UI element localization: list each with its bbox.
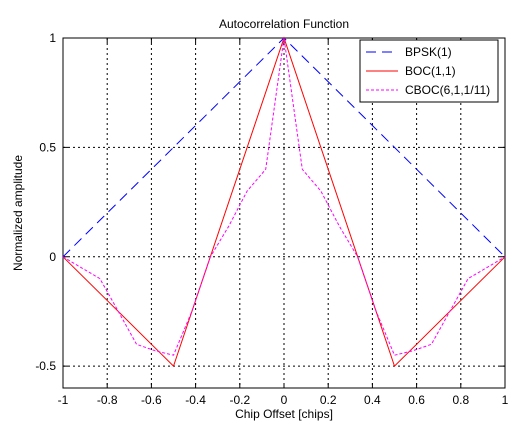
x-tick-label: 1 <box>502 393 509 407</box>
legend-label-bpsk-1: BPSK(1) <box>405 45 452 59</box>
x-tick-label: -0.6 <box>141 393 162 407</box>
series-line-boc-1-1 <box>62 36 506 368</box>
y-tick-label: -0.5 <box>35 359 56 373</box>
grid <box>63 38 505 388</box>
y-tick-label: 0 <box>49 250 56 264</box>
x-tick-label: -0.8 <box>97 393 118 407</box>
chart-title: Autocorrelation Function <box>219 17 349 31</box>
y-tick-label: 0.5 <box>39 140 56 154</box>
x-tick-label: 0.4 <box>364 393 381 407</box>
x-axis-label: Chip Offset [chips] <box>235 407 333 421</box>
axis-ticks: -1 -0.8 -0.6 -0.4 -0.2 0 0.2 0.4 0.6 0.8 1 -0.5 0 0.5… <box>35 31 508 407</box>
x-tick-label: -0.2 <box>229 393 250 407</box>
x-tick-label: 0 <box>281 393 288 407</box>
x-tick-label: 0.6 <box>408 393 425 407</box>
x-tick-label: -1 <box>58 393 69 407</box>
legend-label-cboc-6-1-1-11: CBOC(6,1,1/11) <box>405 83 490 97</box>
y-axis-label: Normalized amplitude <box>11 155 25 271</box>
x-tick-label: -0.4 <box>185 393 206 407</box>
x-tick-label: 0.8 <box>452 393 469 407</box>
legend-label-boc-1-1: BOC(1,1) <box>405 64 456 78</box>
legend: BPSK(1) BOC(1,1) CBOC(6,1,1/11) <box>359 39 499 103</box>
x-tick-label: 0.2 <box>320 393 337 407</box>
y-tick-label: 1 <box>49 31 56 45</box>
series-lines <box>62 36 506 368</box>
